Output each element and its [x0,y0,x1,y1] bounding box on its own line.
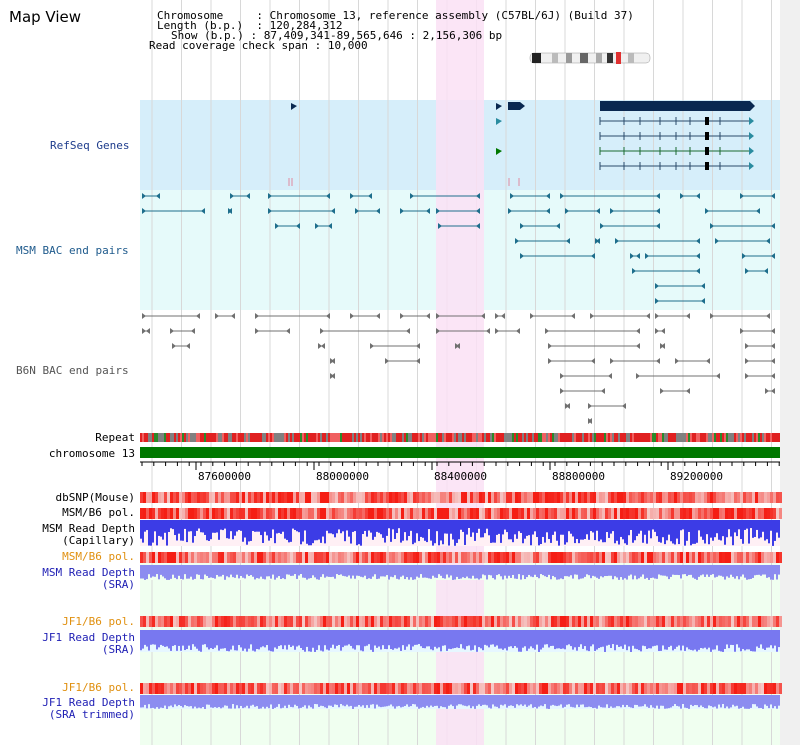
track-label-msm-b6-pol-2[interactable]: MSM/B6 pol. [62,550,135,563]
info-chromosome-key: Chromosome [157,9,224,22]
refseq-pink-marks [288,178,520,186]
track-label-dbsnp[interactable]: dbSNP(Mouse) [55,491,135,504]
track-label-msm-depth-sra[interactable]: MSM Read Depth [42,566,135,579]
info-show: Show (b.p.) : 87,409,341-89,565,646 : 2,… [171,29,503,42]
chromosome-ideogram[interactable] [529,52,651,64]
axis-tick-label-4: 88800000 [552,470,605,483]
info-coverage: Read coverage check span : 10,000 [149,39,368,52]
info-length-key: Length (b.p.) [157,19,244,32]
page-title: Map View [9,8,82,26]
refseq-genes[interactable] [291,101,755,155]
info-show-value: 87,409,341-89,565,646 : 2,156,306 bp [263,29,503,42]
depth-tracks[interactable] [140,520,780,709]
track-label-jf1-depth-trim-sub: (SRA trimmed) [48,708,135,721]
info-length-value: 120,284,312 [269,19,343,32]
axis-tick-label-5: 89200000 [670,470,723,483]
track-label-jf1-b6-pol[interactable]: JF1/B6 pol. [62,615,135,628]
info-chromosome-value: Chromosome 13, reference assembly (C57BL… [269,9,634,22]
track-label-jf1-depth-trim[interactable]: JF1 Read Depth [42,696,135,709]
info-coverage-key: Read coverage check span [149,39,308,52]
track-label-msm-depth-sra-sub: (SRA) [101,578,135,591]
track-label-repeat[interactable]: Repeat [95,431,135,444]
heat-tracks[interactable] [140,492,782,694]
track-label-msm-bac[interactable]: MSM BAC end pairs [16,244,129,257]
repeat-track[interactable] [140,433,780,442]
info-chromosome: Chromosome : Chromosome 13, reference as… [157,9,634,22]
info-coverage-value: 10,000 [327,39,368,52]
track-label-jf1-depth[interactable]: JF1 Read Depth [42,631,135,644]
track-label-jf1-depth-sub: (SRA) [101,643,135,656]
track-label-msm-depth-cap[interactable]: MSM Read Depth [42,522,135,535]
track-label-b6n-bac[interactable]: B6N BAC end pairs [16,364,129,377]
info-length: Length (b.p.) : 120,284,312 [157,19,343,32]
track-label-refseq[interactable]: RefSeq Genes [50,139,130,152]
track-label-msm-b6-pol[interactable]: MSM/B6 pol. [62,506,135,519]
msm-bac-pairs[interactable] [142,193,775,304]
track-label-msm-depth-cap-sub: (Capillary) [62,534,135,547]
right-column-bg [780,0,800,745]
info-show-key: Show (b.p.) [171,29,244,42]
b6n-bac-pairs[interactable] [142,313,775,424]
track-label-chromosome[interactable]: chromosome 13 [48,447,135,460]
chromosome-13-bar[interactable] [140,447,780,458]
axis-tick-label-2: 88000000 [316,470,369,483]
track-label-jf1-b6-pol-2[interactable]: JF1/B6 pol. [62,681,135,694]
axis-tick-label-3: 88400000 [434,470,487,483]
refseq-transcripts[interactable] [599,117,754,170]
coordinate-axis [140,461,780,470]
axis-tick-label-1: 87600000 [198,470,251,483]
